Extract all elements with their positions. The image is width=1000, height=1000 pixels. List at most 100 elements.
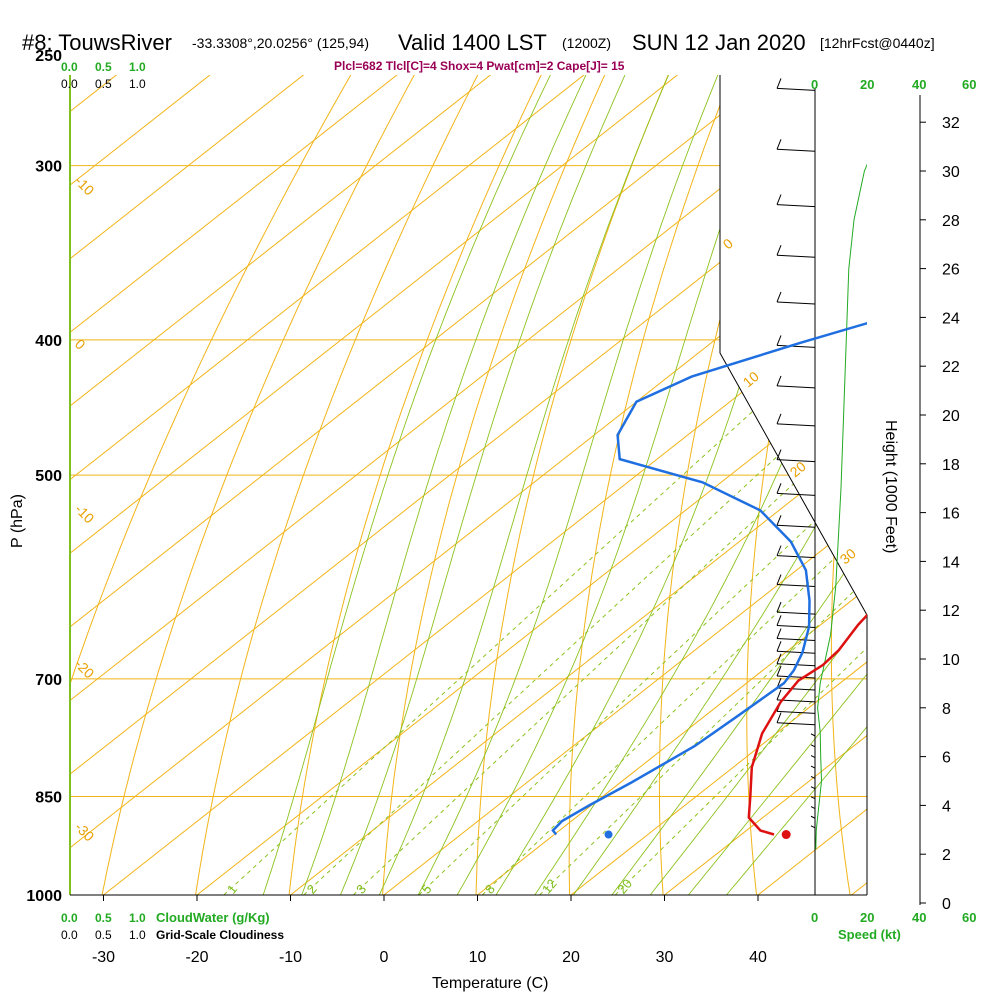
pressure-tick-1000: 1000: [26, 888, 62, 905]
wind-barb-staff: [810, 765, 816, 769]
wind-barb-staff: [776, 301, 816, 305]
pressure-axis: 1000 850 700 500 400 300 250: [26, 48, 62, 905]
isotherm--20: [196, 75, 867, 895]
height-tick-10: 10: [942, 652, 960, 669]
height-tick-24: 24: [942, 310, 960, 327]
wind-barb-staff: [810, 806, 816, 809]
mixing-ratio-line-2: [303, 339, 867, 895]
speed-scale-bottom: 0 20 40 60 Speed (kt): [811, 910, 976, 942]
isotherm-10: [477, 75, 867, 895]
mixing-ratio-label-5: 5: [418, 882, 434, 897]
isotherm-30: [664, 75, 867, 895]
skewt-right-boundary: [719, 75, 868, 895]
forecast-info: [12hrFcst@0440z]: [820, 35, 935, 51]
isotherm--70: [70, 75, 797, 895]
wind-barb-staff: [776, 638, 816, 642]
height-tick-20: 20: [942, 408, 960, 425]
wind-barb-feather: [776, 375, 782, 387]
wind-barb-staff: [776, 710, 816, 714]
dry-adiabat-273: [380, 75, 626, 895]
height-tick-30: 30: [942, 164, 960, 181]
height-tick-32: 32: [942, 115, 960, 132]
wind-barb-staff: [810, 755, 816, 758]
series-dewpoint: [551, 321, 867, 836]
mixing-ratio-line-1: [223, 339, 832, 895]
mixing-ratio-line-12: [539, 339, 867, 895]
temperature-tick-30: 30: [656, 949, 674, 966]
wind-barb-feather: [776, 601, 782, 613]
pressure-tick-300: 300: [35, 159, 62, 176]
isotherm-label-3: -20: [72, 656, 98, 682]
mixing-ratio-label-3: 3: [353, 882, 369, 897]
cloudiness-label: Grid-Scale Cloudiness: [156, 928, 284, 942]
wind-barb-feather: [776, 665, 782, 677]
wind-barb-feather: [776, 628, 782, 639]
surface-temperature-marker: [781, 830, 791, 840]
series-temperature: [747, 613, 867, 836]
wind-barb-feather: [776, 515, 782, 526]
moist-adiabat-26: [589, 75, 867, 895]
wind-barb-feather: [776, 689, 782, 701]
dry-adiabat-343: [993, 30, 1000, 924]
wind-barb-feather: [776, 545, 782, 556]
speed-tick-0-top: 0: [811, 77, 818, 92]
wind-barb-staff: [776, 492, 816, 496]
wind-barb-staff: [776, 459, 816, 463]
wind-barb-staff: [776, 687, 816, 691]
isotherm-50: [851, 75, 867, 895]
wind-barb-feather: [776, 641, 782, 652]
wind-barb-feather: [776, 653, 782, 664]
dry-adiabat-label-10: 10: [740, 368, 762, 390]
wind-barb-staff: [776, 524, 816, 528]
moist-adiabat--6: [289, 75, 596, 895]
moist-adiabat-22: [551, 75, 867, 895]
moist-adiabat-34: [664, 75, 867, 895]
isotherm--90: [70, 75, 610, 895]
speed-tick-40-top: 40: [912, 77, 926, 92]
dry-adiabat-label-30: 30: [837, 545, 859, 567]
wind-barb-staff: [776, 87, 816, 91]
isotherm-60: [945, 55, 1000, 895]
cloudwater-scale-top: 0.0 0.5 1.0 0.0 0.5 1.0: [61, 60, 146, 91]
moist-adiabat-38: [701, 75, 867, 895]
cloudwater-tick-1-bottom: 0.5: [95, 911, 112, 925]
dry-adiabat-233: [70, 75, 378, 895]
wind-barb-staff: [810, 744, 816, 748]
isotherm--30: [103, 75, 867, 895]
dry-adiabat-label-0: 0: [720, 235, 736, 252]
wind-barb-staff: [776, 344, 816, 348]
isotherm--110: [70, 75, 423, 895]
dry-adiabat-293: [568, 75, 751, 895]
wind-barb-staff: [776, 555, 816, 559]
speed-scale-top: 0 20 40 60: [811, 77, 976, 92]
speed-tick-60-top: 60: [962, 77, 976, 92]
moist-adiabat-6: [402, 75, 727, 895]
wind-barb-staff: [776, 385, 816, 389]
height-tick-6: 6: [942, 750, 951, 767]
wind-barb-feather: [776, 483, 782, 494]
dry-adiabat-243: [96, 75, 440, 895]
mixing-ratio-label-8: 8: [482, 882, 498, 897]
wind-barb-feather: [776, 335, 782, 346]
mixing-ratio-line-3: [352, 339, 867, 895]
moist-adiabat-2: [364, 75, 678, 895]
moist-adiabat--2: [327, 75, 635, 895]
wind-speed-profile-line: [815, 163, 867, 850]
wind-barb-staff: [810, 733, 816, 737]
height-tick-8: 8: [942, 701, 951, 718]
isotherm--60: [70, 75, 867, 895]
wind-barb-feather: [776, 291, 782, 303]
speed-tick-40-bottom: 40: [912, 910, 926, 925]
dry-adiabat-313: [746, 75, 867, 895]
mixing-ratio-line-5: [418, 339, 867, 895]
height-tick-0: 0: [942, 896, 951, 913]
wind-barb-staff: [810, 815, 816, 819]
wind-barb-feather: [776, 245, 782, 256]
mixing-ratio-label-12: 12: [539, 876, 560, 897]
sounding-stats: Plcl=682 Tlcl[C]=4 Shox=4 Pwat[cm]=2 Cap…: [334, 59, 625, 73]
cloudwater-tick-0-bottom: 0.0: [61, 911, 78, 925]
cloudiness-tick-0-bottom: 0.0: [61, 928, 78, 942]
wind-barb-staff: [810, 825, 816, 829]
speed-tick-20-bottom: 20: [860, 910, 874, 925]
